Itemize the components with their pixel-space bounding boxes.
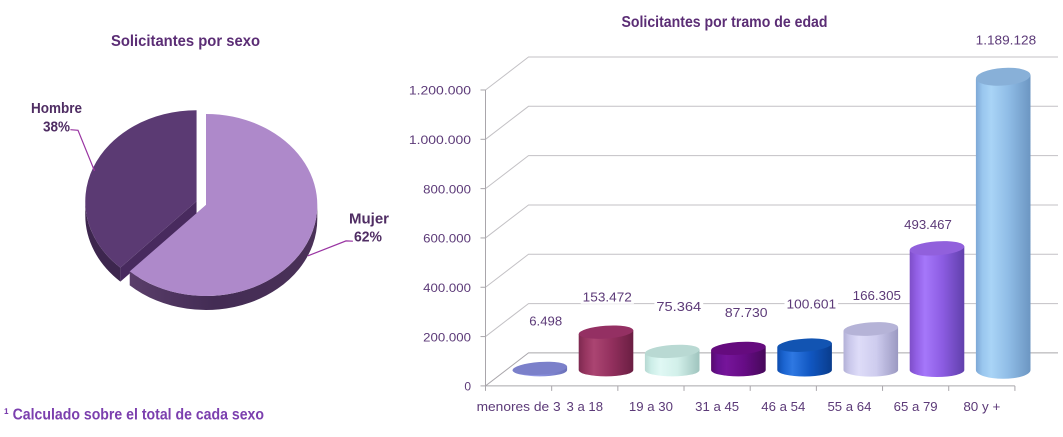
svg-text:800.000: 800.000 — [423, 182, 471, 196]
svg-text:493.467: 493.467 — [904, 217, 952, 232]
svg-text:¹ Calculado sobre el total de: ¹ Calculado sobre el total de cada sexo — [4, 406, 264, 423]
svg-text:166.305: 166.305 — [853, 288, 901, 303]
svg-text:65 a 79: 65 a 79 — [894, 399, 938, 414]
svg-text:600.000: 600.000 — [423, 232, 471, 246]
svg-text:80 y +: 80 y + — [963, 399, 1000, 414]
svg-text:1.200.000: 1.200.000 — [409, 84, 471, 98]
svg-text:38%: 38% — [43, 118, 70, 135]
svg-text:3 a 18: 3 a 18 — [567, 399, 604, 414]
svg-text:87.730: 87.730 — [725, 305, 768, 320]
svg-text:200.000: 200.000 — [423, 330, 471, 344]
svg-text:100.601: 100.601 — [787, 296, 837, 311]
svg-text:menores de 3: menores de 3 — [477, 399, 561, 414]
svg-text:19 a 30: 19 a 30 — [629, 399, 673, 414]
svg-text:Hombre: Hombre — [31, 100, 82, 117]
svg-text:1.000.000: 1.000.000 — [409, 133, 471, 147]
svg-text:Mujer: Mujer — [349, 210, 389, 227]
svg-text:46 a 54: 46 a 54 — [761, 399, 805, 414]
svg-text:Solicitantes por tramo de edad: Solicitantes por tramo de edad — [622, 14, 828, 31]
svg-text:1.189.128: 1.189.128 — [976, 33, 1037, 48]
svg-text:75.364: 75.364 — [656, 299, 701, 314]
svg-text:400.000: 400.000 — [423, 281, 471, 295]
svg-text:153.472: 153.472 — [583, 289, 632, 304]
svg-text:62%: 62% — [354, 228, 382, 245]
svg-text:Solicitantes por sexo: Solicitantes por sexo — [111, 33, 260, 50]
svg-text:31 a 45: 31 a 45 — [695, 399, 739, 414]
svg-text:6.498: 6.498 — [529, 314, 562, 329]
svg-text:55 a 64: 55 a 64 — [827, 399, 871, 414]
svg-text:0: 0 — [464, 380, 471, 394]
